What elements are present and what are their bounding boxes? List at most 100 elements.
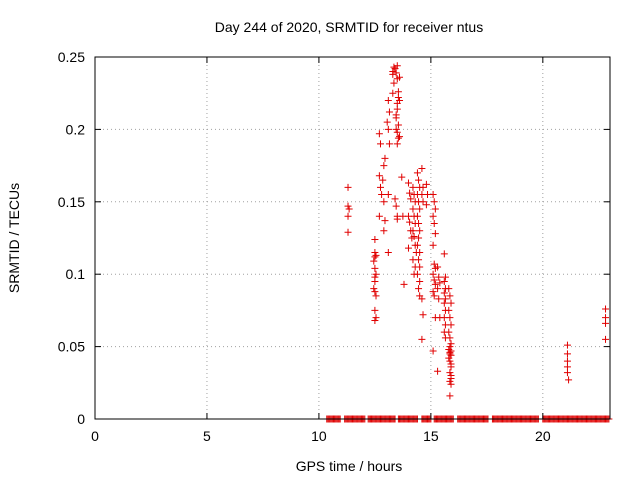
x-tick-label: 5 [203,428,211,444]
data-point [416,248,424,256]
data-point [390,63,398,71]
data-point [431,205,439,213]
data-point [434,263,442,271]
data-point [447,360,455,368]
data-point [441,273,449,281]
data-point [385,140,393,148]
data-point [400,280,408,288]
x-tick-label: 10 [311,428,327,444]
data-point [344,212,352,220]
data-point [418,335,426,343]
y-tick-label: 0 [77,411,85,427]
data-point [371,277,379,285]
data-point [398,173,406,181]
data-point [389,70,397,78]
data-point [446,343,454,351]
data-point [445,306,453,314]
data-point [415,220,423,228]
data-point [371,264,379,272]
data-point [371,306,379,314]
data-point [407,195,415,203]
data-point [416,205,424,213]
data-point [430,292,438,300]
data-point [393,128,401,136]
axis-ticks: 0 0.05 0.1 0.15 0.2 0.25 0 5 10 15 20 [58,49,610,444]
data-point [384,96,392,104]
data-point [565,376,573,384]
data-point [385,108,393,116]
data-point [429,347,437,355]
data-point [384,248,392,256]
data-point [563,369,571,377]
data-point [372,270,380,278]
data-point [413,241,421,249]
data-point [389,89,397,97]
x-tick-label: 0 [91,428,99,444]
data-point [434,367,442,375]
data-point [372,292,380,300]
y-tick-label: 0.2 [66,121,86,137]
data-point [563,341,571,349]
data-point [415,234,423,242]
data-point [430,260,438,268]
y-tick-label: 0.1 [66,266,86,282]
data-point [384,191,392,199]
data-point [384,125,392,133]
data-point [446,357,454,365]
data-point [394,134,402,142]
data-point [371,317,379,325]
data-point [431,230,439,238]
data-point [446,392,454,400]
data-point [416,227,424,235]
y-tick-label: 0.15 [58,194,85,210]
data-point [419,183,427,191]
data-point [446,292,454,300]
data-point [445,328,453,336]
data-point [436,279,444,287]
data-point [435,273,443,281]
data-point [419,311,427,319]
data-points [323,62,613,423]
data-point [396,73,404,81]
data-point [422,201,430,209]
data-point [413,270,421,278]
data-point [392,202,400,210]
grid-lines [95,57,610,419]
data-point [430,220,438,228]
data-point [392,111,400,119]
data-point [371,253,379,261]
data-point [446,334,454,342]
data-point [370,285,378,293]
y-tick-label: 0.25 [58,49,85,65]
data-point [440,299,448,307]
data-point [375,130,383,138]
data-point [446,377,454,385]
data-point [441,295,449,303]
data-point [434,285,442,293]
data-point [429,288,437,296]
data-point [416,263,424,271]
data-point [430,276,438,284]
data-point [445,285,453,293]
data-point [394,94,402,102]
data-point [371,235,379,243]
data-point [372,251,380,259]
data-point [446,369,454,377]
data-point [413,169,421,177]
data-point [392,69,400,77]
data-point [447,380,455,388]
data-point [393,99,401,107]
data-point [375,212,383,220]
data-point [429,191,437,199]
data-point [396,133,404,141]
x-tick-label: 20 [535,428,551,444]
x-axis-label: GPS time / hours [296,458,403,474]
data-point [381,217,389,225]
data-point [404,179,412,187]
data-point [390,79,398,87]
data-point [446,350,454,358]
data-point [409,183,417,191]
data-point [393,62,401,70]
data-point [410,233,418,241]
data-point [447,372,455,380]
